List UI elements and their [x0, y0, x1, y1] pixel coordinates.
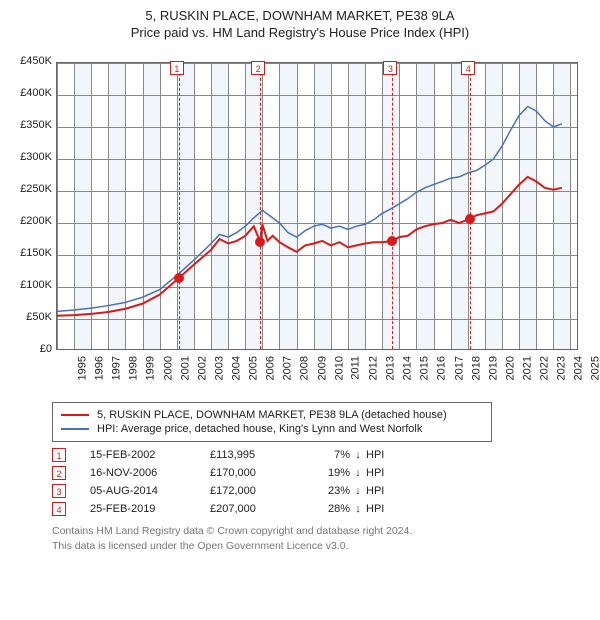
event-pct: 28%: [310, 503, 350, 515]
footer-line2: This data is licensed under the Open Gov…: [52, 539, 588, 554]
event-dot: [174, 273, 184, 283]
event-row: 4 25-FEB-2019£207,00028%↓HPI: [52, 502, 588, 516]
event-marker-box: 2: [251, 61, 265, 75]
event-hpi-label: HPI: [366, 503, 396, 515]
y-axis-label: £150K: [14, 247, 52, 259]
x-axis-label: 2014: [402, 356, 414, 380]
x-axis-label: 2021: [521, 356, 533, 380]
event-pct: 23%: [310, 485, 350, 497]
x-axis-label: 1996: [94, 356, 106, 380]
x-axis-label: 1999: [145, 356, 157, 380]
x-axis-label: 2005: [248, 356, 260, 380]
y-axis-label: £450K: [14, 55, 52, 67]
series-svg: [57, 63, 579, 351]
down-arrow-icon: ↓: [350, 467, 366, 479]
event-price: £207,000: [210, 503, 310, 515]
event-date: 16-NOV-2006: [90, 467, 210, 479]
x-axis-label: 2001: [179, 356, 191, 380]
event-price: £170,000: [210, 467, 310, 479]
y-axis-label: £300K: [14, 151, 52, 163]
title-line1: 5, RUSKIN PLACE, DOWNHAM MARKET, PE38 9L…: [12, 8, 588, 23]
event-hpi-label: HPI: [366, 449, 396, 461]
series-hpi: [57, 107, 562, 312]
down-arrow-icon: ↓: [350, 485, 366, 497]
x-axis-label: 2025: [590, 356, 600, 380]
event-pct: 7%: [310, 449, 350, 461]
x-axis-label: 2017: [453, 356, 465, 380]
x-axis-label: 2010: [333, 356, 345, 380]
legend-row: 5, RUSKIN PLACE, DOWNHAM MARKET, PE38 9L…: [61, 409, 483, 421]
x-axis-label: 2020: [504, 356, 516, 380]
x-axis-label: 2024: [573, 356, 585, 380]
x-axis-label: 2011: [349, 356, 361, 380]
event-row-box: 1: [52, 448, 66, 462]
event-row-box: 2: [52, 466, 66, 480]
x-axis-label: 1997: [111, 356, 123, 380]
x-axis-label: 2022: [539, 356, 551, 380]
event-pct: 19%: [310, 467, 350, 479]
x-axis-label: 2013: [385, 356, 397, 380]
series-property: [57, 177, 562, 316]
legend-swatch: [61, 414, 89, 416]
container: 5, RUSKIN PLACE, DOWNHAM MARKET, PE38 9L…: [0, 0, 600, 565]
plot-area: [56, 62, 578, 350]
x-axis-label: 2015: [419, 356, 431, 380]
legend-row: HPI: Average price, detached house, King…: [61, 423, 483, 435]
legend-label: HPI: Average price, detached house, King…: [97, 423, 422, 435]
down-arrow-icon: ↓: [350, 503, 366, 515]
chart: £0 £50K £100K £150K £200K £250K £300K £350K £400…: [12, 44, 588, 394]
x-axis-label: 2007: [282, 356, 294, 380]
event-marker-box: 1: [170, 61, 184, 75]
chart-titles: 5, RUSKIN PLACE, DOWNHAM MARKET, PE38 9L…: [12, 8, 588, 40]
x-axis-label: 1998: [128, 356, 140, 380]
event-row: 2 16-NOV-2006£170,00019%↓HPI: [52, 466, 588, 480]
event-price: £172,000: [210, 485, 310, 497]
y-axis-label: £350K: [14, 119, 52, 131]
y-axis-label: £200K: [14, 215, 52, 227]
y-axis-label: £0: [14, 343, 52, 355]
event-marker-box: 4: [461, 61, 475, 75]
x-axis-label: 2012: [367, 356, 379, 380]
x-axis-label: 2018: [470, 356, 482, 380]
x-axis-label: 2006: [265, 356, 277, 380]
event-row: 3 05-AUG-2014£172,00023%↓HPI: [52, 484, 588, 498]
x-axis-label: 2003: [213, 356, 225, 380]
event-price: £113,995: [210, 449, 310, 461]
down-arrow-icon: ↓: [350, 449, 366, 461]
event-dot: [387, 236, 397, 246]
event-hpi-label: HPI: [366, 485, 396, 497]
x-axis-label: 2002: [196, 356, 208, 380]
y-axis-label: £50K: [14, 311, 52, 323]
event-dot: [255, 237, 265, 247]
y-axis-label: £400K: [14, 87, 52, 99]
event-row-box: 4: [52, 502, 66, 516]
event-date: 05-AUG-2014: [90, 485, 210, 497]
title-line2: Price paid vs. HM Land Registry's House …: [12, 25, 588, 40]
x-axis-label: 1995: [76, 356, 88, 380]
legend: 5, RUSKIN PLACE, DOWNHAM MARKET, PE38 9L…: [52, 402, 492, 442]
x-axis-label: 2019: [487, 356, 499, 380]
legend-label: 5, RUSKIN PLACE, DOWNHAM MARKET, PE38 9L…: [97, 409, 447, 421]
footer-line1: Contains HM Land Registry data © Crown c…: [52, 524, 588, 539]
events-table: 115-FEB-2002£113,9957%↓HPI216-NOV-2006£1…: [52, 448, 588, 516]
x-axis-label: 2004: [231, 356, 243, 380]
footer: Contains HM Land Registry data © Crown c…: [52, 524, 588, 553]
event-date: 15-FEB-2002: [90, 449, 210, 461]
x-axis-label: 2000: [162, 356, 174, 380]
x-axis-label: 2016: [436, 356, 448, 380]
y-axis-label: £100K: [14, 279, 52, 291]
x-axis-label: 2008: [299, 356, 311, 380]
event-date: 25-FEB-2019: [90, 503, 210, 515]
legend-swatch: [61, 428, 89, 430]
event-row: 1 15-FEB-2002£113,9957%↓HPI: [52, 448, 588, 462]
event-dot: [465, 214, 475, 224]
event-marker-box: 3: [383, 61, 397, 75]
x-axis-label: 2023: [556, 356, 568, 380]
x-axis-label: 2009: [316, 356, 328, 380]
event-row-box: 3: [52, 484, 66, 498]
event-hpi-label: HPI: [366, 467, 396, 479]
y-axis-label: £250K: [14, 183, 52, 195]
